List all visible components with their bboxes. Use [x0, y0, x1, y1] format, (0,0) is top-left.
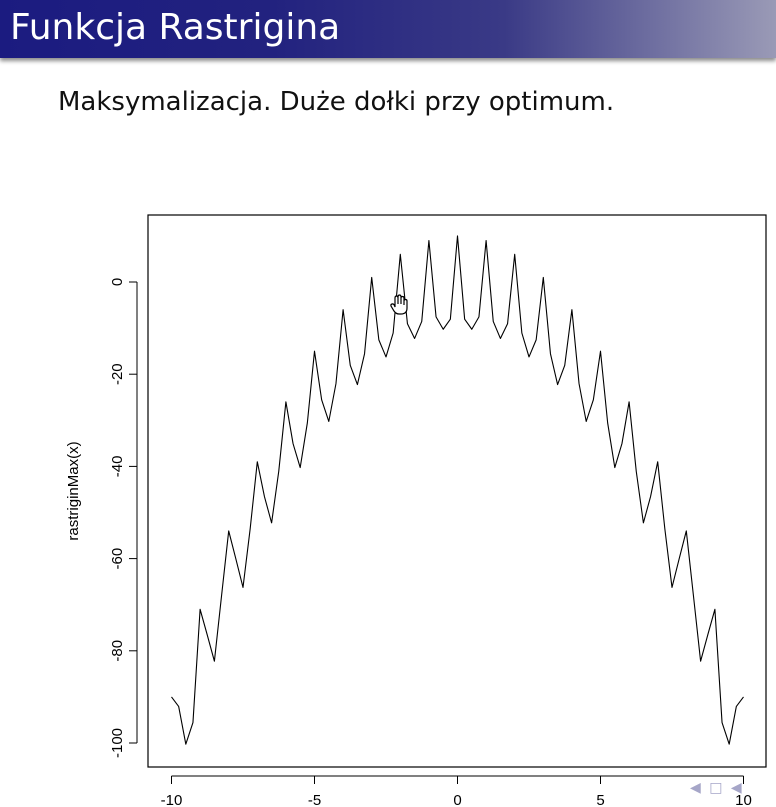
x-tick-label: 10	[735, 792, 752, 807]
y-tick-label: 0	[109, 278, 126, 286]
slide-subtitle: Maksymalizacja. Duże dołki przy optimum.	[58, 87, 615, 117]
y-tick-label: -100	[109, 728, 126, 758]
x-tick-label: 5	[596, 792, 604, 807]
x-tick-label: -5	[308, 792, 321, 807]
rastrigin-line	[171, 235, 744, 745]
navigation-controls[interactable]: ◀ □ ◀	[690, 780, 744, 796]
plot-frame	[147, 214, 767, 768]
y-tick-label: -40	[109, 456, 126, 478]
x-tick-label: -10	[161, 792, 183, 807]
nav-left-arrow-icon[interactable]: ◀	[690, 780, 703, 796]
nav-right-arrow-icon[interactable]: ◀	[730, 780, 744, 796]
y-tick-label: -60	[109, 548, 126, 570]
title-bar: Funkcja Rastrigina	[0, 0, 776, 58]
slide-title: Funkcja Rastrigina	[10, 7, 341, 48]
hand-cursor-icon	[390, 294, 408, 315]
y-axis-label: rastriginMax(x)	[65, 441, 82, 540]
x-tick-label: 0	[453, 792, 461, 807]
y-tick-label: -80	[109, 640, 126, 662]
nav-frame-icon[interactable]: □	[709, 780, 725, 796]
y-tick-label: -20	[109, 363, 126, 385]
